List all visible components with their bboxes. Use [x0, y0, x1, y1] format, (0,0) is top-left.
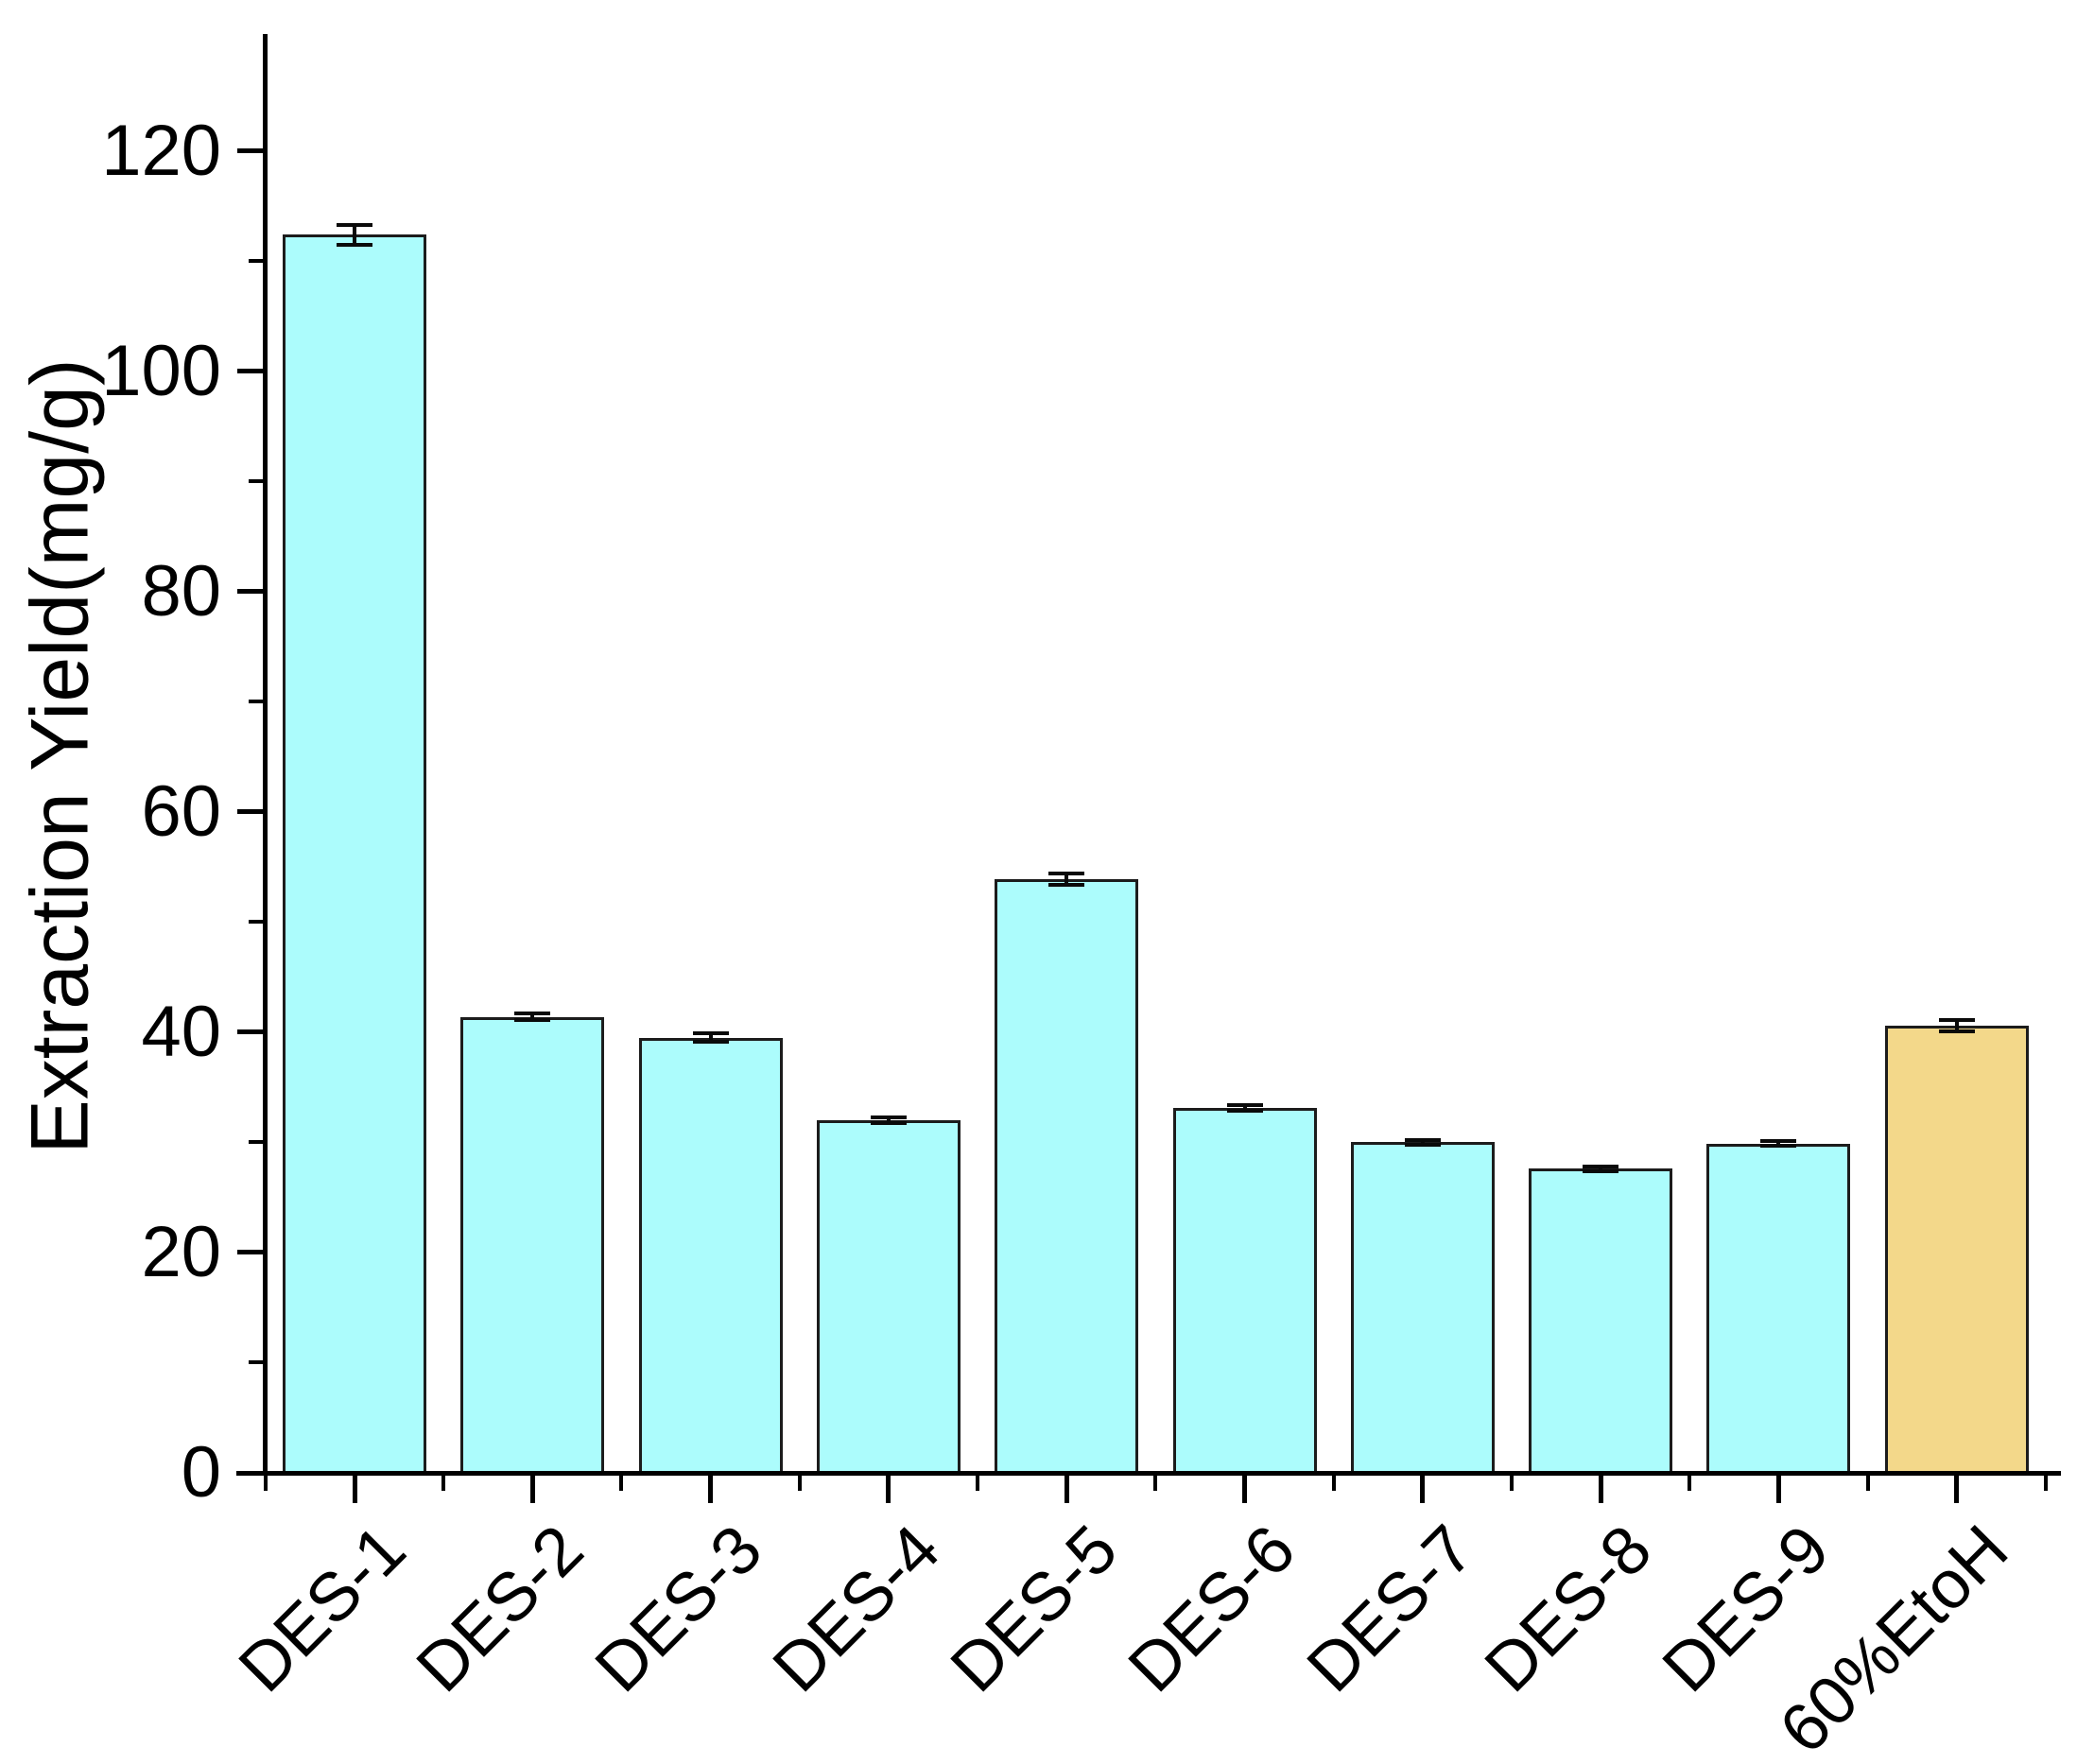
error-bar-cap	[870, 1115, 907, 1120]
x-axis-major-tick	[1242, 1473, 1247, 1503]
y-axis-major-tick	[236, 148, 263, 154]
y-axis-major-tick	[236, 589, 263, 595]
y-axis-major-tick	[236, 1470, 263, 1476]
error-bar-cap	[514, 1018, 551, 1023]
x-axis-major-tick	[1598, 1473, 1603, 1503]
y-axis-major-tick	[236, 1250, 263, 1255]
x-tick-label-des-6: DES-6	[1115, 1511, 1310, 1707]
bar-des-1	[283, 234, 426, 1473]
x-axis-major-tick	[1954, 1473, 1960, 1503]
x-axis-minor-tick	[1153, 1473, 1158, 1491]
error-bar-line	[1954, 1020, 1959, 1031]
x-axis-line	[236, 1470, 2061, 1476]
error-bar-cap	[692, 1031, 729, 1036]
y-tick-label: 0	[181, 1432, 221, 1513]
y-axis-major-tick	[236, 809, 263, 815]
x-axis-minor-tick	[263, 1473, 268, 1491]
x-axis-minor-tick	[1331, 1473, 1336, 1491]
error-bar-cap	[1938, 1029, 1975, 1033]
error-bar-line	[1064, 873, 1069, 885]
y-axis-minor-tick	[248, 1140, 263, 1145]
x-axis-minor-tick	[619, 1473, 624, 1491]
x-axis-minor-tick	[1865, 1473, 1870, 1491]
x-tick-label-des-1: DES-1	[224, 1511, 421, 1707]
x-axis-major-tick	[1775, 1473, 1781, 1503]
error-bar-cap	[1938, 1018, 1975, 1023]
bar-des-8	[1529, 1168, 1673, 1473]
x-axis-minor-tick	[976, 1473, 980, 1491]
error-bar-cap	[1404, 1138, 1441, 1143]
x-axis-major-tick	[529, 1473, 535, 1503]
error-bar-cap	[337, 222, 372, 227]
bar-des-2	[460, 1016, 605, 1473]
error-bar-cap	[1760, 1138, 1797, 1143]
y-axis-minor-tick	[248, 920, 263, 925]
y-tick-label: 120	[101, 110, 221, 191]
y-axis-minor-tick	[248, 479, 263, 484]
bar-des-6	[1172, 1108, 1317, 1473]
error-bar-line	[708, 1033, 713, 1043]
error-bar-cap	[1583, 1168, 1619, 1173]
y-tick-label: 20	[141, 1211, 221, 1292]
y-axis-title: Extraction Yield(mg/g)	[14, 358, 106, 1154]
y-axis-minor-tick	[248, 1360, 263, 1365]
error-bar-cap	[514, 1012, 551, 1016]
x-axis-minor-tick	[1509, 1473, 1514, 1491]
error-bar-cap	[337, 242, 372, 247]
error-bar-line	[1420, 1140, 1425, 1145]
error-bar-cap	[1048, 872, 1085, 876]
x-axis-major-tick	[886, 1473, 891, 1503]
y-axis-major-tick	[236, 369, 263, 374]
error-bar-line	[1776, 1140, 1781, 1147]
x-axis-major-tick	[352, 1473, 357, 1503]
y-axis-minor-tick	[248, 700, 263, 704]
y-tick-label: 100	[101, 330, 221, 411]
y-tick-label: 40	[141, 991, 221, 1072]
error-bar-line	[353, 224, 356, 245]
bar-des-5	[995, 878, 1139, 1473]
x-tick-label-des-3: DES-3	[580, 1511, 776, 1707]
x-axis-major-tick	[1420, 1473, 1426, 1503]
bar-des-9	[1706, 1143, 1851, 1473]
error-bar-line	[1599, 1167, 1603, 1171]
x-axis-minor-tick	[1688, 1473, 1692, 1491]
bar-des-4	[816, 1120, 961, 1473]
error-bar-cap	[1048, 882, 1085, 887]
x-axis-minor-tick	[441, 1473, 446, 1491]
y-axis-line	[262, 34, 268, 1475]
error-bar-cap	[1404, 1142, 1441, 1147]
error-bar-cap	[692, 1040, 729, 1045]
error-bar-line	[1242, 1105, 1247, 1112]
bar-60-etoh	[1884, 1025, 2029, 1473]
x-tick-label-des-2: DES-2	[402, 1511, 598, 1707]
x-tick-label-des-8: DES-8	[1470, 1511, 1667, 1707]
y-tick-label: 80	[141, 550, 221, 631]
x-axis-minor-tick	[797, 1473, 802, 1491]
bar-des-7	[1350, 1142, 1495, 1473]
x-axis-minor-tick	[2043, 1473, 2048, 1491]
x-axis-major-tick	[1064, 1473, 1069, 1503]
x-tick-label-des-7: DES-7	[1292, 1511, 1488, 1707]
y-axis-major-tick	[236, 1029, 263, 1035]
y-tick-label: 60	[141, 770, 221, 852]
y-axis-minor-tick	[248, 259, 263, 264]
error-bar-cap	[1583, 1165, 1619, 1169]
error-bar-cap	[1760, 1144, 1797, 1149]
error-bar-line	[530, 1013, 535, 1021]
error-bar-cap	[1226, 1103, 1263, 1108]
x-tick-label-des-5: DES-5	[936, 1511, 1133, 1707]
x-axis-major-tick	[708, 1473, 714, 1503]
error-bar-cap	[1226, 1109, 1263, 1114]
bar-des-3	[638, 1037, 783, 1473]
error-bar-cap	[870, 1121, 907, 1126]
error-bar-line	[886, 1117, 891, 1123]
x-tick-label-des-4: DES-4	[758, 1511, 955, 1707]
